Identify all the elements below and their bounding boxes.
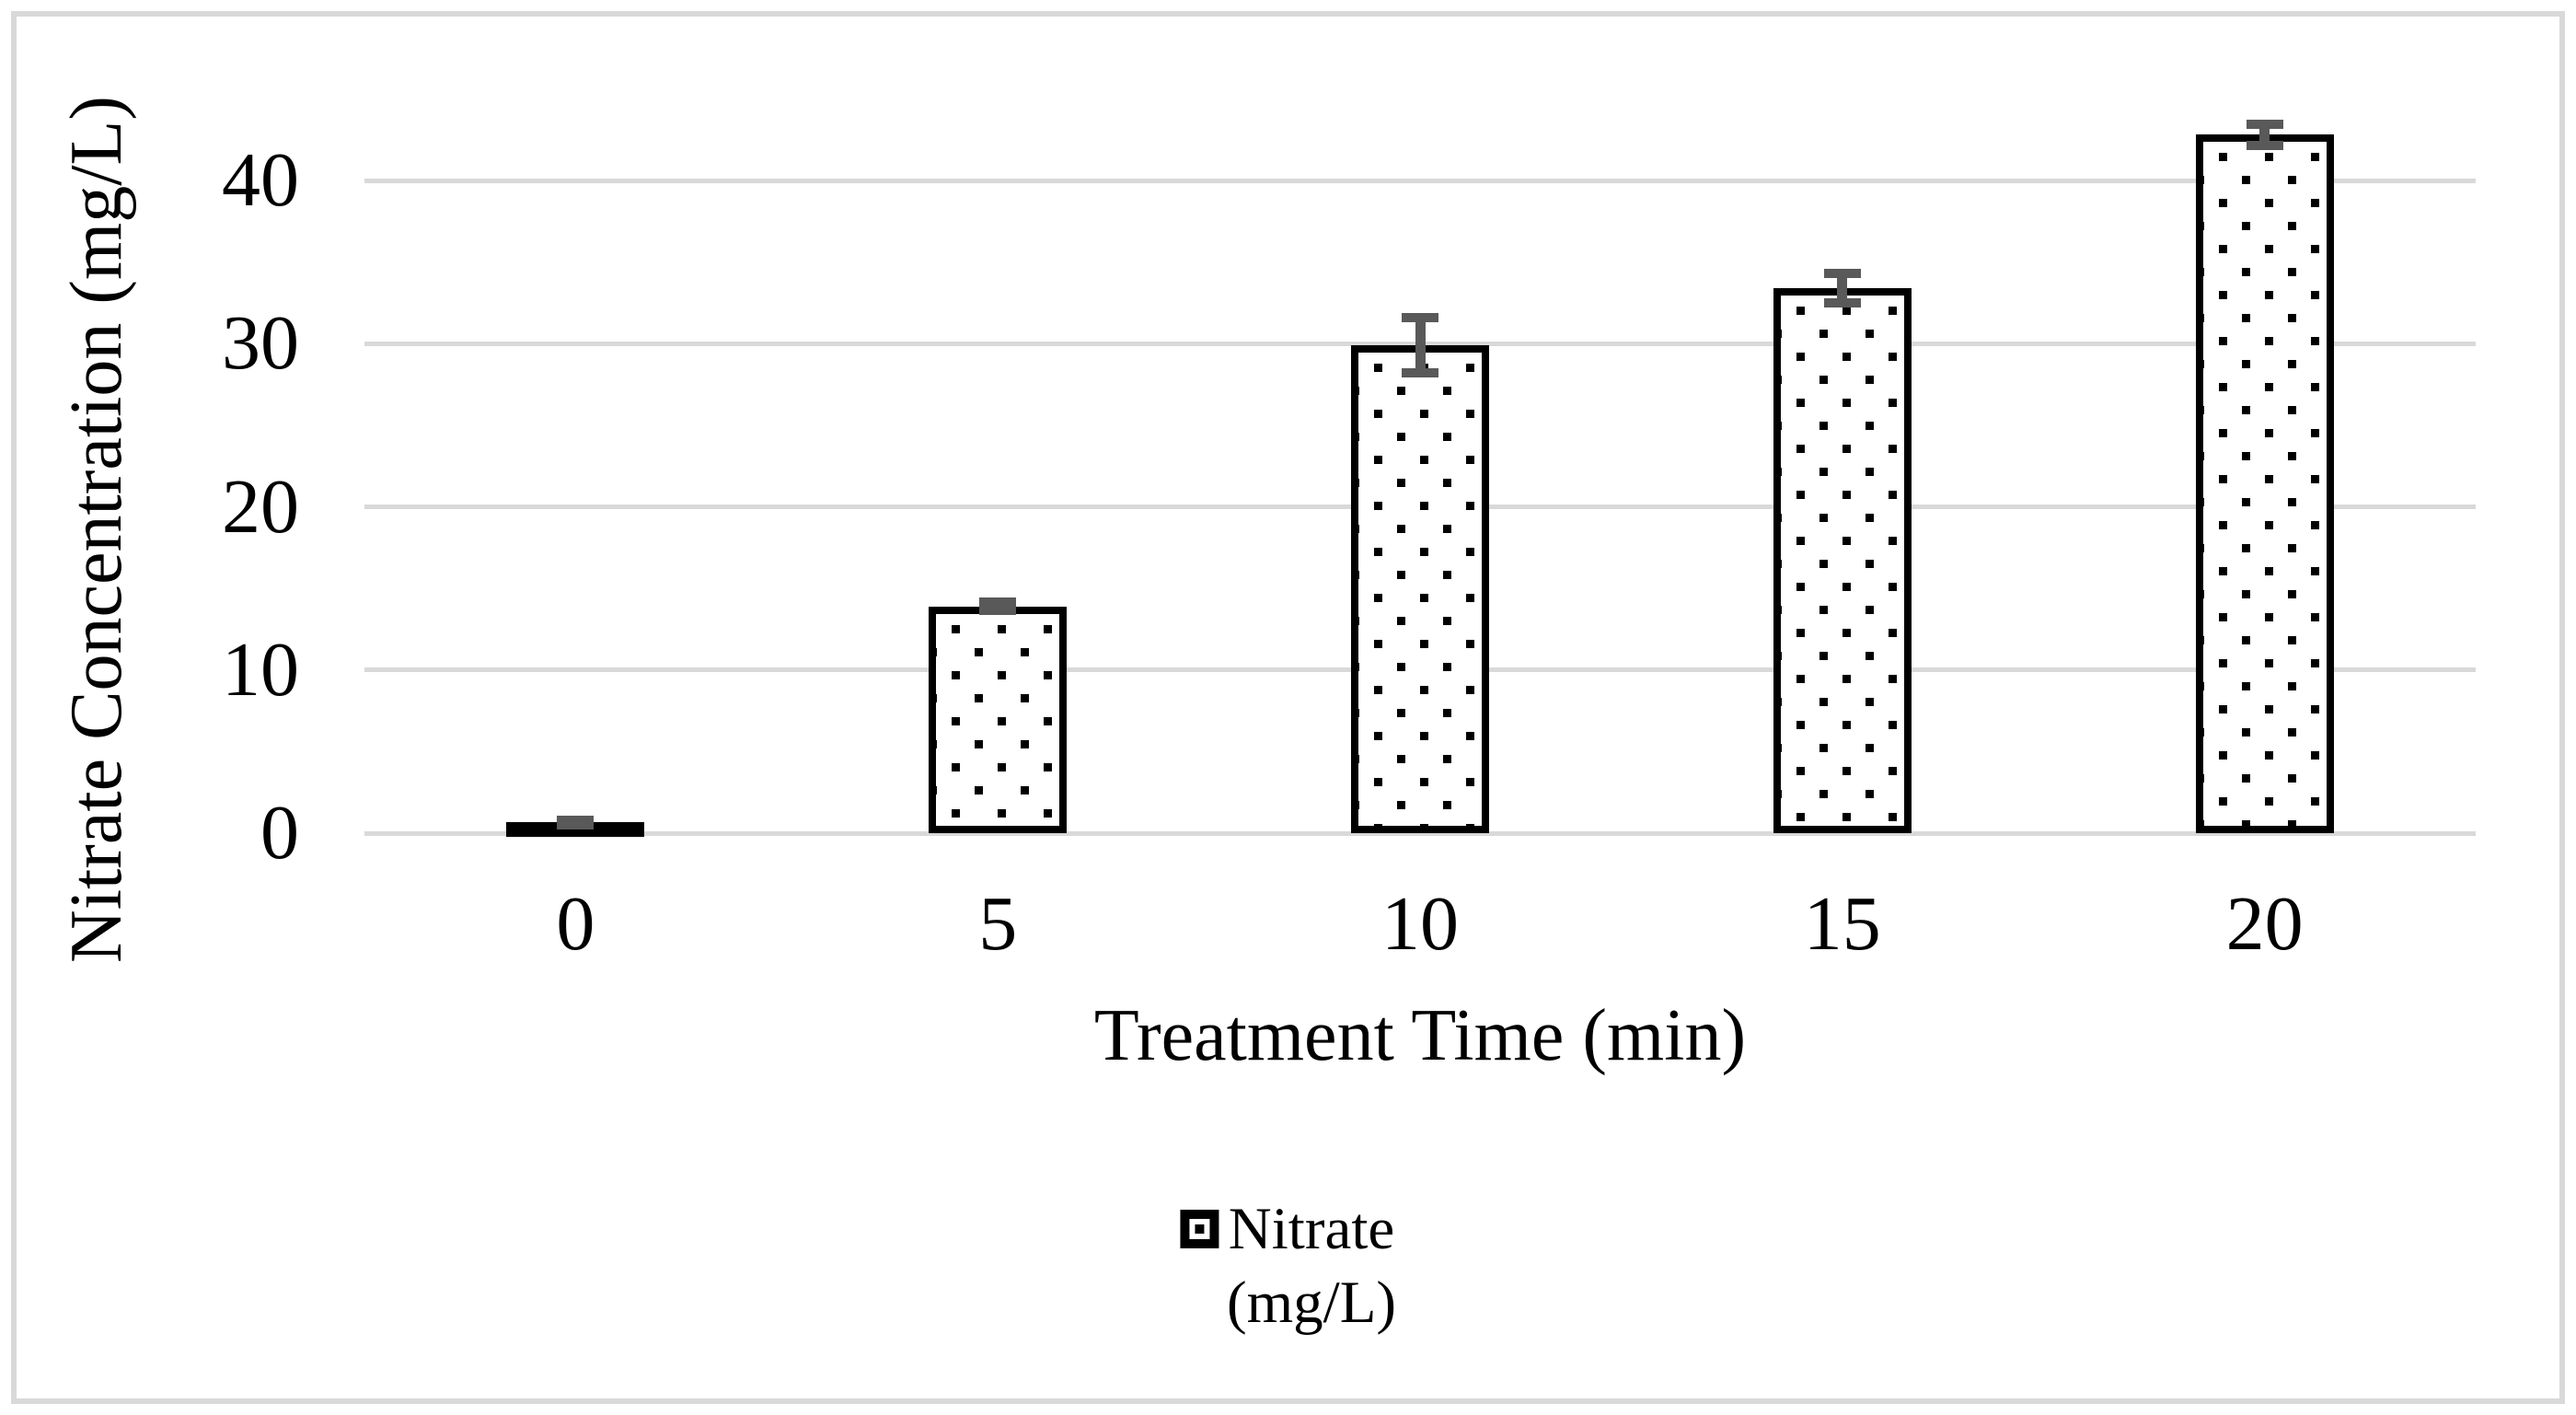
x-tick-label: 20 — [2225, 881, 2304, 967]
bar — [2195, 134, 2334, 833]
x-tick-label: 10 — [1381, 881, 1459, 967]
y-tick-label: 40 — [222, 137, 299, 223]
error-bar-cap-top — [2246, 119, 2283, 129]
error-bar-cap-bottom — [1402, 368, 1438, 378]
bar — [1351, 345, 1489, 833]
gridline — [364, 830, 2476, 836]
x-tick-label: 5 — [978, 881, 1018, 967]
error-bar-cap-top — [1823, 269, 1861, 279]
y-axis-title: Nitrate Concentration (mg/L) — [56, 96, 137, 963]
x-tick-label: 15 — [1803, 881, 1881, 967]
error-bar-cap-top — [979, 597, 1017, 608]
legend-label: Nitrate (mg/L) — [1227, 1192, 1396, 1340]
y-tick-label: 10 — [222, 626, 299, 713]
y-tick-label: 30 — [222, 300, 299, 387]
x-axis-title: Treatment Time (min) — [1093, 995, 1747, 1076]
error-bar-cap-bottom — [979, 606, 1017, 616]
legend-label-line2: (mg/L) — [1226, 1270, 1397, 1336]
error-bar-line — [2259, 123, 2270, 145]
legend-label-line1: Nitrate — [1228, 1196, 1395, 1262]
gridline — [364, 178, 2476, 183]
legend-dotted-swatch-icon — [1179, 1210, 1219, 1248]
error-bar-cap-bottom — [1823, 297, 1861, 307]
y-tick-label: 20 — [222, 463, 299, 550]
bar — [929, 606, 1068, 833]
y-tick-label: 0 — [260, 790, 299, 876]
legend: Nitrate (mg/L) — [1179, 1192, 1396, 1340]
x-tick-label: 0 — [556, 881, 595, 967]
error-bar-cap-bottom — [557, 820, 595, 830]
error-bar-line — [1837, 273, 1848, 303]
error-bar-cap-top — [1402, 312, 1438, 322]
error-bar-line — [1415, 317, 1426, 374]
bar — [1773, 287, 1912, 833]
error-bar-cap-top — [557, 815, 595, 825]
error-bar-cap-bottom — [2246, 140, 2283, 150]
